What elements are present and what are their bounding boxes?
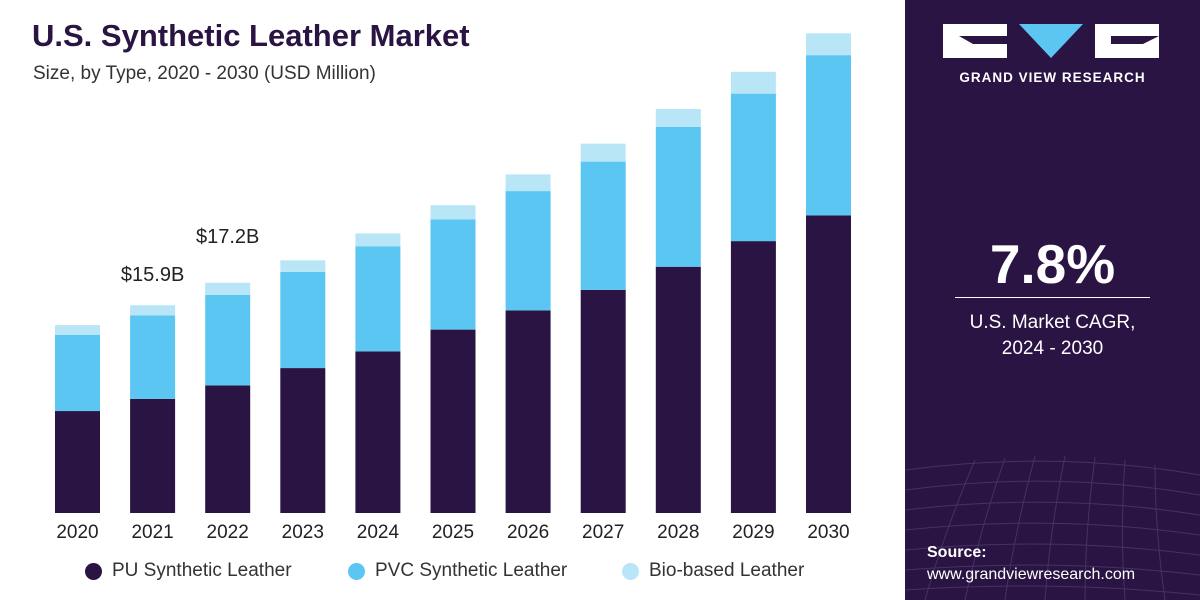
x-tick-label-2025: 2025 <box>432 522 474 543</box>
bar-segment-2028-0 <box>655 266 701 513</box>
sidebar-panel: GRAND VIEW RESEARCH 7.8% U.S. Market CAG… <box>905 0 1200 600</box>
chart-title: U.S. Synthetic Leather Market <box>32 18 470 53</box>
bar-segment-2027-2 <box>580 143 626 162</box>
cagr-value: 7.8% <box>989 233 1116 295</box>
legend-item-bio: Bio-based Leather <box>622 560 804 582</box>
x-tick-label-2026: 2026 <box>507 522 549 543</box>
x-tick-label-2030: 2030 <box>807 522 849 543</box>
source-block: Source: www.grandviewresearch.com <box>927 542 1135 586</box>
bar-segment-2027-1 <box>580 161 626 290</box>
x-tick-label-2022: 2022 <box>207 522 249 543</box>
bar-segment-2026-1 <box>505 191 551 311</box>
legend-swatch-bio <box>622 562 639 580</box>
x-tick-label-2027: 2027 <box>582 522 624 543</box>
bar-segment-2023-1 <box>280 271 326 369</box>
bar-segment-2029-1 <box>730 93 776 242</box>
decorative-grid-graphic <box>905 455 1200 600</box>
bar-segment-2028-1 <box>655 126 701 267</box>
bar-segment-2030-2 <box>806 33 851 56</box>
bar-segment-2025-0 <box>430 329 476 513</box>
legend-swatch-pvc <box>348 562 365 580</box>
bar-segment-2023-0 <box>280 368 326 513</box>
legend-item-pvc: PVC Synthetic Leather <box>348 560 567 582</box>
x-tick-label-2029: 2029 <box>732 522 774 543</box>
bar-segment-2026-0 <box>505 310 551 513</box>
legend-swatch-pu <box>85 562 102 580</box>
cagr-label-line1: U.S. Market CAGR, <box>969 312 1136 333</box>
bar-segment-2029-0 <box>730 241 776 514</box>
bar-segment-2030-1 <box>806 55 851 216</box>
legend-label-pu: PU Synthetic Leather <box>112 560 292 581</box>
brand-name: GRAND VIEW RESEARCH <box>959 70 1146 85</box>
x-tick-label-2023: 2023 <box>282 522 324 543</box>
bar-segment-2020-0 <box>55 411 100 513</box>
bar-segment-2021-1 <box>130 315 176 399</box>
cagr-label-line2: 2024 - 2030 <box>1001 338 1104 359</box>
bar-segment-2023-2 <box>280 260 326 272</box>
source-title: Source: <box>927 544 987 561</box>
bar-segment-2028-2 <box>655 109 701 127</box>
bar-segment-2024-1 <box>355 246 401 352</box>
data-label-2021: $15.9B <box>121 264 184 286</box>
bar-segment-2027-0 <box>580 289 626 513</box>
stacked-bar-chart: 2020 2021 2022 2023 2024 2025 2026 2027 2028 2029… <box>55 33 851 543</box>
bar-segment-2022-0 <box>205 385 251 513</box>
gvr-logo <box>943 24 1159 58</box>
data-label-2022: $17.2B <box>196 226 259 248</box>
bar-segment-2024-0 <box>355 351 401 513</box>
bar-segment-2020-2 <box>55 325 100 335</box>
bar-segment-2022-1 <box>205 294 251 386</box>
bar-segment-2020-1 <box>55 334 100 412</box>
bar-segment-2021-0 <box>130 398 176 513</box>
chart-subtitle: Size, by Type, 2020 - 2030 (USD Million) <box>33 63 376 84</box>
x-tick-label-2020: 2020 <box>56 522 98 543</box>
bar-segment-2021-2 <box>130 305 176 316</box>
legend-label-pvc: PVC Synthetic Leather <box>375 560 568 581</box>
bar-segment-2025-2 <box>430 205 476 220</box>
chart-panel: U.S. Synthetic Leather Market Size, by T… <box>0 18 905 590</box>
x-tick-label-2021: 2021 <box>131 522 173 543</box>
bar-segment-2026-2 <box>505 174 551 192</box>
bar-segment-2022-2 <box>205 282 251 295</box>
bar-segment-2029-2 <box>730 71 776 94</box>
bar-segment-2024-2 <box>355 233 401 247</box>
source-url[interactable]: www.grandviewresearch.com <box>927 566 1136 583</box>
chart-legend: PU Synthetic Leather PVC Synthetic Leath… <box>0 560 905 590</box>
legend-label-bio: Bio-based Leather <box>649 560 805 581</box>
x-tick-label-2028: 2028 <box>657 522 699 543</box>
bar-segment-2030-0 <box>806 215 851 513</box>
bar-segment-2025-1 <box>430 219 476 330</box>
legend-item-pu: PU Synthetic Leather <box>85 560 292 582</box>
cagr-label: U.S. Market CAGR, 2024 - 2030 <box>905 310 1200 362</box>
x-tick-label-2024: 2024 <box>357 522 400 543</box>
divider <box>955 297 1150 298</box>
